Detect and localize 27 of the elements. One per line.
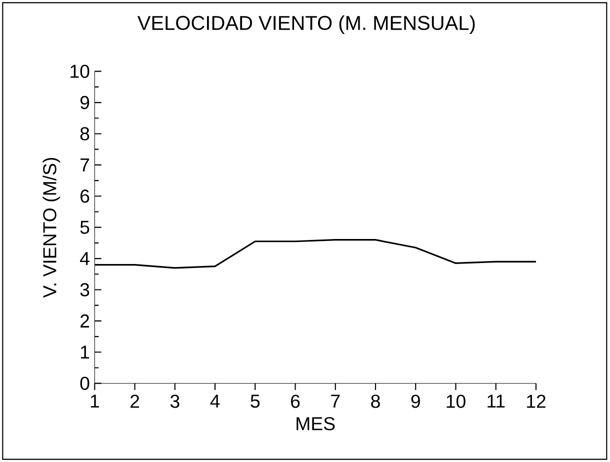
- y-tick-label: 4: [80, 252, 90, 265]
- x-tick-label: 10: [446, 394, 466, 408]
- y-tick-label: 9: [80, 96, 90, 110]
- y-axis-title: V. VIENTO (M/S): [42, 158, 60, 298]
- y-tick-label: 7: [80, 158, 90, 172]
- x-tick-label: 12: [527, 394, 546, 408]
- y-tick-label: 5: [80, 220, 90, 234]
- line-series: [94, 239, 536, 269]
- y-tick-label: 2: [80, 314, 90, 328]
- x-tick-label: 3: [170, 394, 180, 408]
- x-tick-label: 11: [488, 394, 505, 408]
- y-tick-label: 6: [80, 190, 90, 203]
- y-tick-label: 10: [70, 64, 90, 78]
- x-tick-label: 5: [250, 394, 260, 408]
- x-tick-label: 9: [411, 394, 420, 408]
- x-tick-label: 4: [210, 394, 220, 408]
- y-tick-label: 1: [81, 346, 90, 359]
- x-tick-label: 2: [130, 394, 140, 408]
- y-tick-label: 0: [80, 376, 90, 390]
- x-tick-label: 7: [331, 394, 340, 408]
- chart-title: VELOCIDAD VIENTO (M. MENSUAL): [137, 15, 475, 34]
- x-axis-title: MES: [296, 417, 335, 430]
- x-tick-label: 6: [291, 394, 300, 408]
- y-tick-label: 8: [80, 127, 90, 140]
- x-tick-label: 8: [371, 394, 380, 408]
- x-tick-label: 1: [90, 394, 99, 408]
- y-tick-label: 3: [80, 283, 90, 296]
